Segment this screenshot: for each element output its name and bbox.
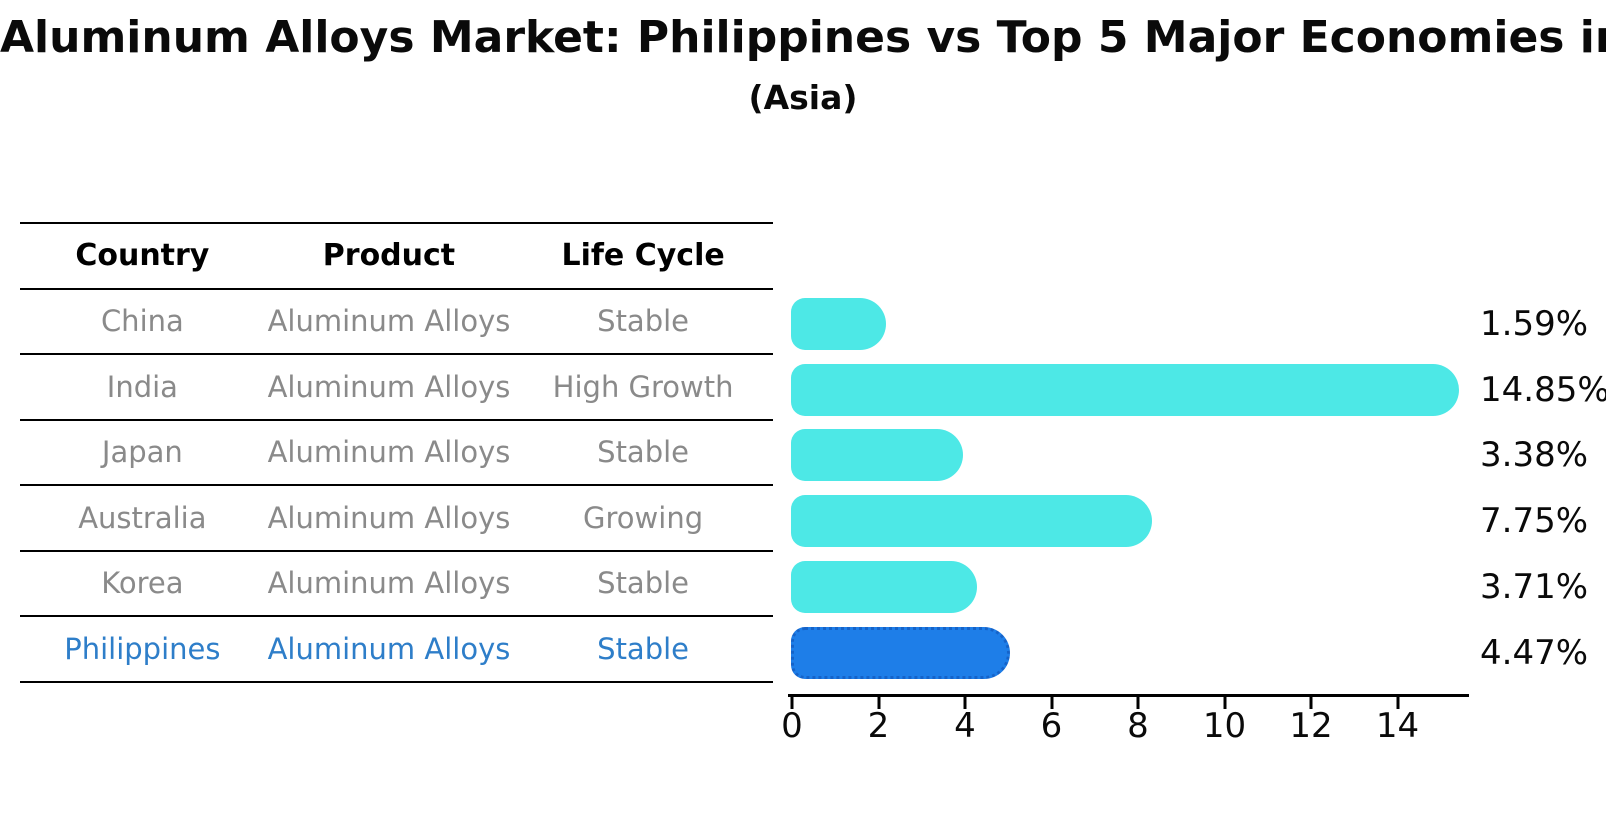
table-cell-lifecycle: Growing: [583, 500, 704, 535]
bar-value-label: 3.71%: [1480, 566, 1589, 607]
bar-japan: [791, 429, 963, 482]
table-cell-product: Aluminum Alloys: [267, 369, 511, 404]
bar-value-label: 14.85%: [1480, 369, 1606, 410]
table-cell-country: India: [106, 369, 178, 404]
table-row: Philippines Aluminum Alloys Stable: [20, 615, 773, 683]
table-cell-country: Australia: [78, 500, 207, 535]
bar-value-label: 1.59%: [1480, 304, 1589, 344]
bar-china: [791, 298, 886, 350]
table-row: Australia Aluminum Alloys Growing: [20, 484, 773, 550]
table-row: Korea Aluminum Alloys Stable: [20, 549, 773, 616]
table-cell-country: Japan: [101, 435, 183, 470]
table-row: Japan Aluminum Alloys Stable: [20, 418, 773, 485]
bar-australia: [791, 495, 1152, 548]
table-header-lifecycle: Life Cycle: [561, 238, 725, 274]
table-cell-lifecycle: High Growth: [552, 369, 734, 404]
table-cell-lifecycle: Stable: [597, 435, 690, 470]
x-axis-tick: [790, 697, 794, 709]
table-row: India Aluminum Alloys High Growth: [20, 353, 773, 419]
table-header-country: Country: [75, 238, 210, 274]
country-table: Country Product Life Cycle China Aluminum…: [20, 222, 773, 683]
table-cell-country: Philippines: [64, 631, 221, 666]
table-cell-product: Aluminum Alloys: [267, 631, 511, 666]
chart-title: Aluminum Alloys Market: Philippines vs T…: [0, 12, 1606, 63]
bar-value-label: 3.38%: [1480, 435, 1589, 476]
x-axis-tick-label: 8: [1127, 706, 1149, 746]
bar-india: [791, 363, 1459, 416]
table-cell-country: Korea: [101, 566, 184, 601]
x-axis-tick: [1396, 697, 1399, 709]
x-axis-line: [788, 694, 1469, 697]
x-axis-tick-label: 4: [954, 706, 976, 746]
bar-philippines: [791, 626, 1010, 679]
table-cell-product: Aluminum Alloys: [267, 566, 511, 601]
table-cell-lifecycle: Stable: [597, 631, 690, 666]
x-axis-tick-label: 2: [867, 706, 890, 746]
x-axis-tick: [1136, 697, 1140, 709]
table-cell-country: China: [100, 304, 184, 339]
x-axis-tick-label: 14: [1375, 706, 1420, 746]
x-axis-tick: [1050, 697, 1053, 709]
x-axis-tick-label: 6: [1040, 706, 1063, 746]
table-cell-product: Aluminum Alloys: [267, 435, 511, 470]
table-row: China Aluminum Alloys Stable: [20, 287, 773, 354]
x-axis-tick: [1223, 697, 1226, 709]
table-cell-product: Aluminum Alloys: [267, 500, 511, 535]
x-axis-tick-label: 12: [1289, 706, 1333, 746]
bar-value-label: 4.47%: [1480, 632, 1589, 673]
bar-korea: [791, 560, 977, 613]
x-axis-tick: [877, 697, 880, 709]
table-header-product: Product: [322, 238, 456, 274]
x-axis-tick-label: 0: [781, 706, 803, 746]
table-cell-lifecycle: Stable: [597, 566, 690, 601]
bar-value-label: 7.75%: [1480, 501, 1589, 542]
x-axis-tick: [1309, 697, 1313, 709]
table-cell-lifecycle: Stable: [597, 304, 690, 339]
x-axis-tick-label: 10: [1202, 706, 1247, 746]
chart-subtitle: (Asia): [748, 78, 858, 117]
table-header-row: Country Product Life Cycle: [20, 222, 773, 288]
x-axis-tick: [963, 697, 967, 709]
table-cell-product: Aluminum Alloys: [267, 304, 511, 339]
